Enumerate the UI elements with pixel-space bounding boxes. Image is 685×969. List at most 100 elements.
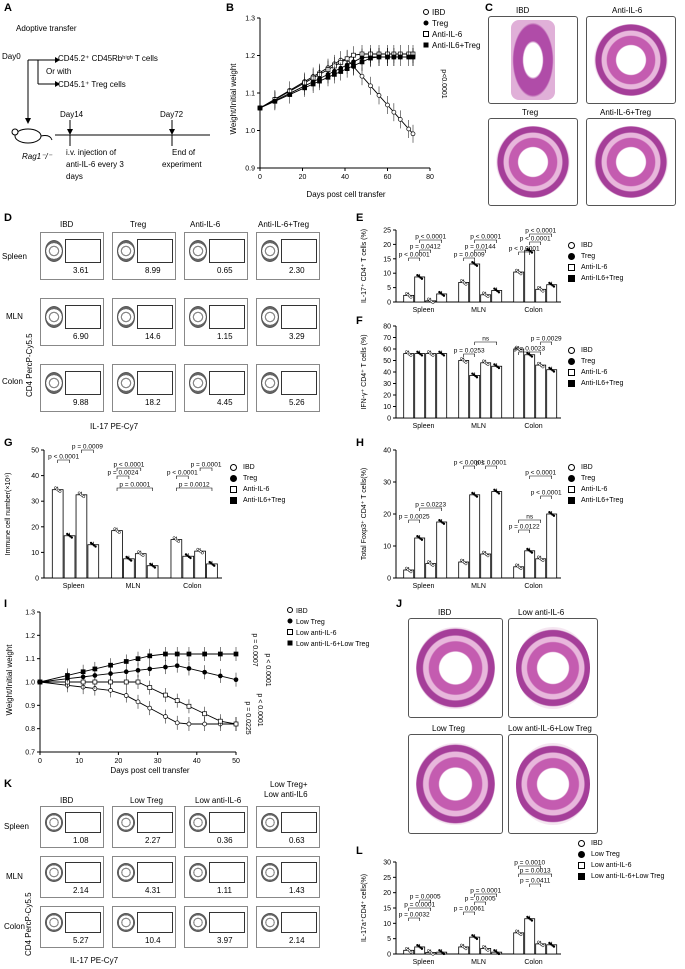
chart-g-ytick: 20 bbox=[31, 524, 39, 531]
chart-e-bar bbox=[524, 250, 536, 303]
cell-density-blob bbox=[261, 306, 279, 328]
legend-b-combo: Anti-IL6+Treg bbox=[432, 41, 480, 50]
legend-marker bbox=[568, 275, 575, 282]
legend-entry: Anti-IL6+Treg bbox=[568, 273, 623, 284]
chart-b-ytick: 1.1 bbox=[245, 91, 255, 98]
chart-g-bar bbox=[75, 494, 88, 579]
panel-a-schematic: Adoptive transfer Day0 CD45.2⁺ CD45Rbʰⁱᵍ… bbox=[0, 0, 225, 210]
chart-i-point bbox=[135, 679, 141, 685]
chart-g-ylabel: Immune cell number(×10⁶) bbox=[5, 473, 12, 556]
chart-h-point bbox=[409, 570, 413, 574]
chart-b-ytick: 0.9 bbox=[245, 166, 255, 173]
legend-text: Treg bbox=[581, 358, 596, 365]
chart-g-bar bbox=[146, 565, 159, 579]
chart-l-pvalue: p = 0.0061 bbox=[454, 906, 485, 913]
chart-h-bar bbox=[480, 553, 492, 579]
chart-h-pvalue: p < 0.0001 bbox=[454, 460, 485, 467]
gate-percentage: 3.61 bbox=[73, 265, 89, 275]
legend-text: IBD bbox=[243, 464, 255, 471]
chart-f-category: Spleen bbox=[413, 423, 435, 430]
chart-h-bar bbox=[524, 550, 536, 579]
chart-e-pvalue: p < 0.0001 bbox=[399, 252, 430, 259]
gate-rectangle bbox=[281, 238, 317, 263]
cell-density-blob bbox=[117, 863, 135, 883]
chart-i-point bbox=[202, 711, 207, 717]
cell-density-blob bbox=[189, 863, 207, 883]
gate-rectangle bbox=[209, 862, 245, 884]
chart-h-bar bbox=[436, 521, 448, 579]
chart-e-point bbox=[420, 277, 424, 280]
schema-orwith: Or with bbox=[46, 67, 72, 76]
chart-i-point bbox=[123, 659, 129, 664]
legend-entry: Treg bbox=[568, 356, 623, 367]
chart-b-ytick: 1.2 bbox=[245, 53, 255, 60]
hist-c-label-ibd: IBD bbox=[516, 6, 530, 15]
gate-rectangle bbox=[281, 812, 317, 834]
chart-h-point bbox=[486, 554, 490, 558]
chart-g-bar bbox=[111, 530, 123, 579]
legend-entry: Low anti-IL-6 bbox=[578, 860, 664, 871]
hist-j-ibd bbox=[408, 618, 503, 718]
legend-b-ibd: IBD bbox=[432, 8, 446, 17]
chart-f-ytick: 10 bbox=[383, 404, 391, 411]
legend-text: Low anti-IL-6+Low Treg bbox=[591, 873, 665, 880]
gate-rectangle bbox=[281, 862, 317, 884]
chart-i-point bbox=[202, 651, 207, 657]
chart-i-point bbox=[92, 679, 98, 685]
legend-text: Low Treg bbox=[591, 851, 620, 858]
chart-b-legend: IBD Treg Anti-IL-6 Anti-IL6+Treg bbox=[423, 8, 480, 50]
hist-j-label-ibd: IBD bbox=[438, 608, 452, 617]
cell-density-blob bbox=[117, 372, 135, 394]
schema-cells1: CD45.2⁺ CD45Rbʰⁱᵍʰ T cells bbox=[58, 54, 158, 63]
legend-marker bbox=[568, 380, 575, 387]
chart-i-point bbox=[217, 673, 223, 679]
gate-percentage: 14.6 bbox=[145, 331, 161, 341]
chart-i-p3: p < 0.0001 bbox=[256, 693, 263, 726]
flow-d-col-ibd: IBD bbox=[60, 220, 74, 229]
cell-density-blob bbox=[261, 372, 279, 394]
chart-e-category: Spleen bbox=[413, 307, 435, 314]
flow-k-col-ibd: IBD bbox=[60, 796, 74, 805]
flow-k-plot-r2-c3: 2.14 bbox=[256, 906, 320, 948]
legend-marker bbox=[568, 358, 575, 365]
legend-b-antiil6: Anti-IL-6 bbox=[432, 30, 463, 39]
panel-d-flow: IBD Treg Anti-IL-6 Anti-IL-6+Treg Spleen… bbox=[0, 212, 355, 434]
gate-rectangle bbox=[281, 912, 317, 934]
chart-i-point bbox=[163, 664, 168, 670]
chart-g-bar bbox=[63, 535, 76, 579]
flow-d-row-mln: MLN bbox=[6, 312, 23, 321]
cell-density-blob bbox=[117, 306, 135, 328]
chart-h-point bbox=[431, 563, 435, 567]
chart-b-xtick: 40 bbox=[341, 174, 349, 181]
chart-l-ytick: 0 bbox=[387, 952, 391, 959]
schema-mouse: Rag1⁻/⁻ bbox=[22, 152, 52, 161]
chart-e-point bbox=[475, 264, 479, 267]
hist-j-label-combo: Low anti-IL-6+Low Treg bbox=[508, 724, 592, 733]
chart-e-point bbox=[530, 251, 534, 254]
chart-b-point bbox=[410, 54, 416, 60]
flow-k-plot-r0-c1: 2.27 bbox=[112, 806, 176, 848]
chart-g-bar bbox=[134, 553, 147, 579]
chart-h-point bbox=[497, 492, 501, 495]
chart-l-ytick: 15 bbox=[383, 906, 391, 913]
chart-g-point bbox=[141, 554, 145, 557]
chart-f-point bbox=[409, 353, 413, 357]
chart-i-point bbox=[123, 693, 129, 698]
chart-g-point bbox=[70, 536, 74, 539]
chart-i: 0.7 0.8 0.9 1.0 1.1 1.2 1.3 0 10 20 30 40 50 Weight/… bbox=[5, 607, 369, 775]
hist-c-label-combo: Anti-IL-6+Treg bbox=[600, 108, 652, 117]
chart-i-ytick: 1.1 bbox=[25, 656, 35, 663]
flow-k-col-combo-a: Low Treg+ bbox=[270, 780, 308, 789]
chart-h-ytick: 30 bbox=[383, 480, 391, 487]
chart-l-pvalue: p = 0.0032 bbox=[399, 912, 430, 919]
chart-g-pvalue: p < 0.0001 bbox=[113, 462, 144, 469]
chart-l-point bbox=[552, 945, 556, 948]
chart-l-point bbox=[442, 952, 446, 956]
legend-entry: Low anti-IL-6+Low Treg bbox=[578, 871, 664, 882]
chart-i-point bbox=[135, 667, 141, 673]
chart-g-ytick: 10 bbox=[31, 550, 39, 557]
chart-b: 0.9 1.0 1.1 1.2 1.3 0 20 40 60 80 Weight/Initial … bbox=[229, 8, 480, 199]
flow-d-xlabel: IL-17 PE-Cy7 bbox=[90, 422, 139, 431]
chart-i-p1: p = 0.0007 bbox=[251, 633, 258, 666]
chart-e-point bbox=[497, 291, 501, 294]
